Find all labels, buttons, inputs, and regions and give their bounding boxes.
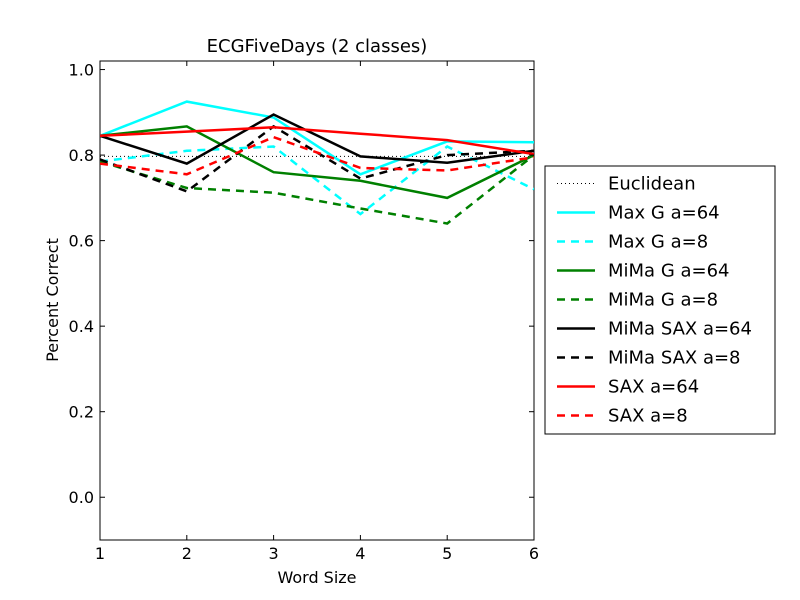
legend-label: MiMa SAX a=8	[608, 348, 741, 369]
axis-layer: 1 2 3 4 5 6 0.0 0.2 0.4 0.6 0.8 1.0	[69, 61, 540, 563]
legend-label: Max G a=8	[608, 232, 708, 253]
y-tick-label: 0.0	[69, 488, 94, 507]
series-line	[100, 154, 534, 225]
legend: Euclidean Max G a=64 Max G a=8 MiMa G a=64 M…	[544, 165, 776, 435]
x-tick-label: 6	[529, 544, 539, 563]
legend-label: Max G a=64	[608, 203, 720, 224]
y-tick-label: 0.6	[69, 232, 94, 251]
y-tick-label: 0.8	[69, 146, 94, 165]
x-tick-label: 5	[442, 544, 452, 563]
legend-label: Euclidean	[608, 174, 696, 195]
legend-label: SAX a=8	[608, 406, 688, 427]
legend-label: SAX a=64	[608, 377, 699, 398]
series-line	[100, 113, 534, 165]
series-line	[100, 124, 534, 193]
x-tick-label: 4	[355, 544, 365, 563]
series-layer	[100, 100, 534, 225]
legend-label: MiMa G a=8	[608, 290, 718, 311]
x-axis-label: Word Size	[277, 568, 356, 587]
series-line	[100, 135, 534, 176]
x-tick-label: 1	[95, 544, 105, 563]
y-tick-label: 0.4	[69, 317, 94, 336]
legend-box	[544, 165, 776, 435]
x-tick-label: 3	[269, 544, 279, 563]
y-axis-label: Percent Correct	[43, 238, 62, 362]
chart-title: ECGFiveDays (2 classes)	[207, 36, 428, 57]
series-line	[100, 126, 534, 156]
y-tick-label: 1.0	[69, 61, 94, 80]
legend-label: MiMa G a=64	[608, 261, 730, 282]
y-tick-label: 0.2	[69, 403, 94, 422]
x-tick-label: 2	[182, 544, 192, 563]
legend-label: MiMa SAX a=64	[608, 319, 752, 340]
series-line	[100, 125, 534, 200]
